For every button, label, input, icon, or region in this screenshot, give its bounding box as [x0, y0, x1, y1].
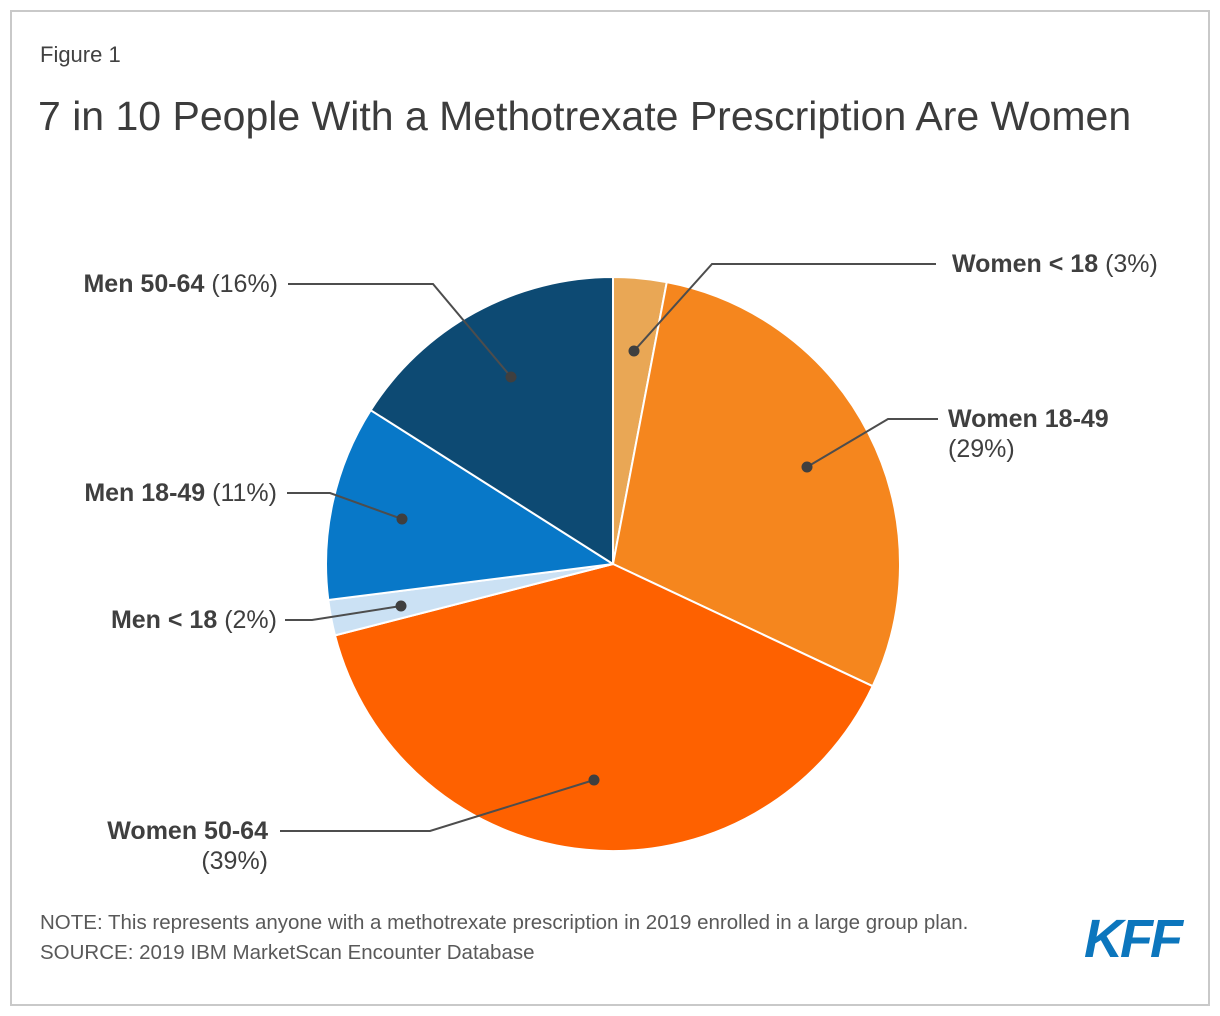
slice-percent: (11%) — [212, 479, 277, 507]
slice-percent: (16%) — [211, 270, 278, 298]
slice-percent: (29%) — [948, 435, 1015, 463]
note-text: NOTE: This represents anyone with a meth… — [40, 911, 969, 934]
leader-dot — [505, 371, 517, 383]
leader-line — [280, 779, 595, 832]
slice-percent: (2%) — [224, 606, 277, 634]
slice-name: Women < 18 — [952, 250, 1099, 278]
slice-name: Women 18-49 — [948, 405, 1109, 433]
slice-name: Men < 18 — [110, 606, 218, 634]
pie-slice-men-18-49 — [325, 409, 614, 601]
slice-percent: (3%) — [1105, 250, 1158, 278]
leader-dot — [628, 345, 640, 357]
leader-line — [288, 283, 512, 378]
leader-dot — [588, 774, 600, 786]
slice-percent: (39%) — [201, 847, 268, 875]
slice-name: Women 50-64 — [107, 817, 268, 845]
page-title: 7 in 10 People With a Methotrexate Presc… — [38, 93, 1132, 139]
leader-line — [285, 605, 402, 621]
source-text: SOURCE: 2019 IBM MarketScan Encounter Da… — [40, 941, 535, 964]
figure-number: Figure 1 — [40, 42, 121, 67]
slice-name: Men 50-64 — [83, 270, 205, 298]
footer-notes: NOTE: This represents anyone with a meth… — [40, 908, 968, 968]
pie-slice-women-50-64 — [334, 563, 874, 853]
leader-dot — [395, 600, 407, 612]
kff-logo: KFF — [1084, 909, 1183, 969]
leader-line — [806, 418, 938, 468]
leader-dot — [396, 513, 408, 525]
slice-label-women-50-64: Women 50-64 (39%) — [107, 816, 268, 876]
slice-label-women-18: Women < 18 (3%) — [952, 249, 1158, 279]
slice-label-men-50-64: Men 50-64 (16%) — [83, 269, 278, 299]
slice-label-women-18-49: Women 18-49 (29%) — [948, 404, 1109, 464]
pie-slice-men-50-64 — [369, 276, 614, 565]
leader-dot — [801, 461, 813, 473]
pie-slice-women-18-49 — [612, 281, 901, 688]
slice-label-men-18: Men < 18 (2%) — [111, 605, 277, 635]
slice-name: Men 18-49 — [84, 479, 206, 507]
leader-line — [633, 263, 936, 352]
slice-label-men-18-49: Men 18-49 (11%) — [84, 478, 277, 508]
leader-line — [287, 492, 403, 520]
